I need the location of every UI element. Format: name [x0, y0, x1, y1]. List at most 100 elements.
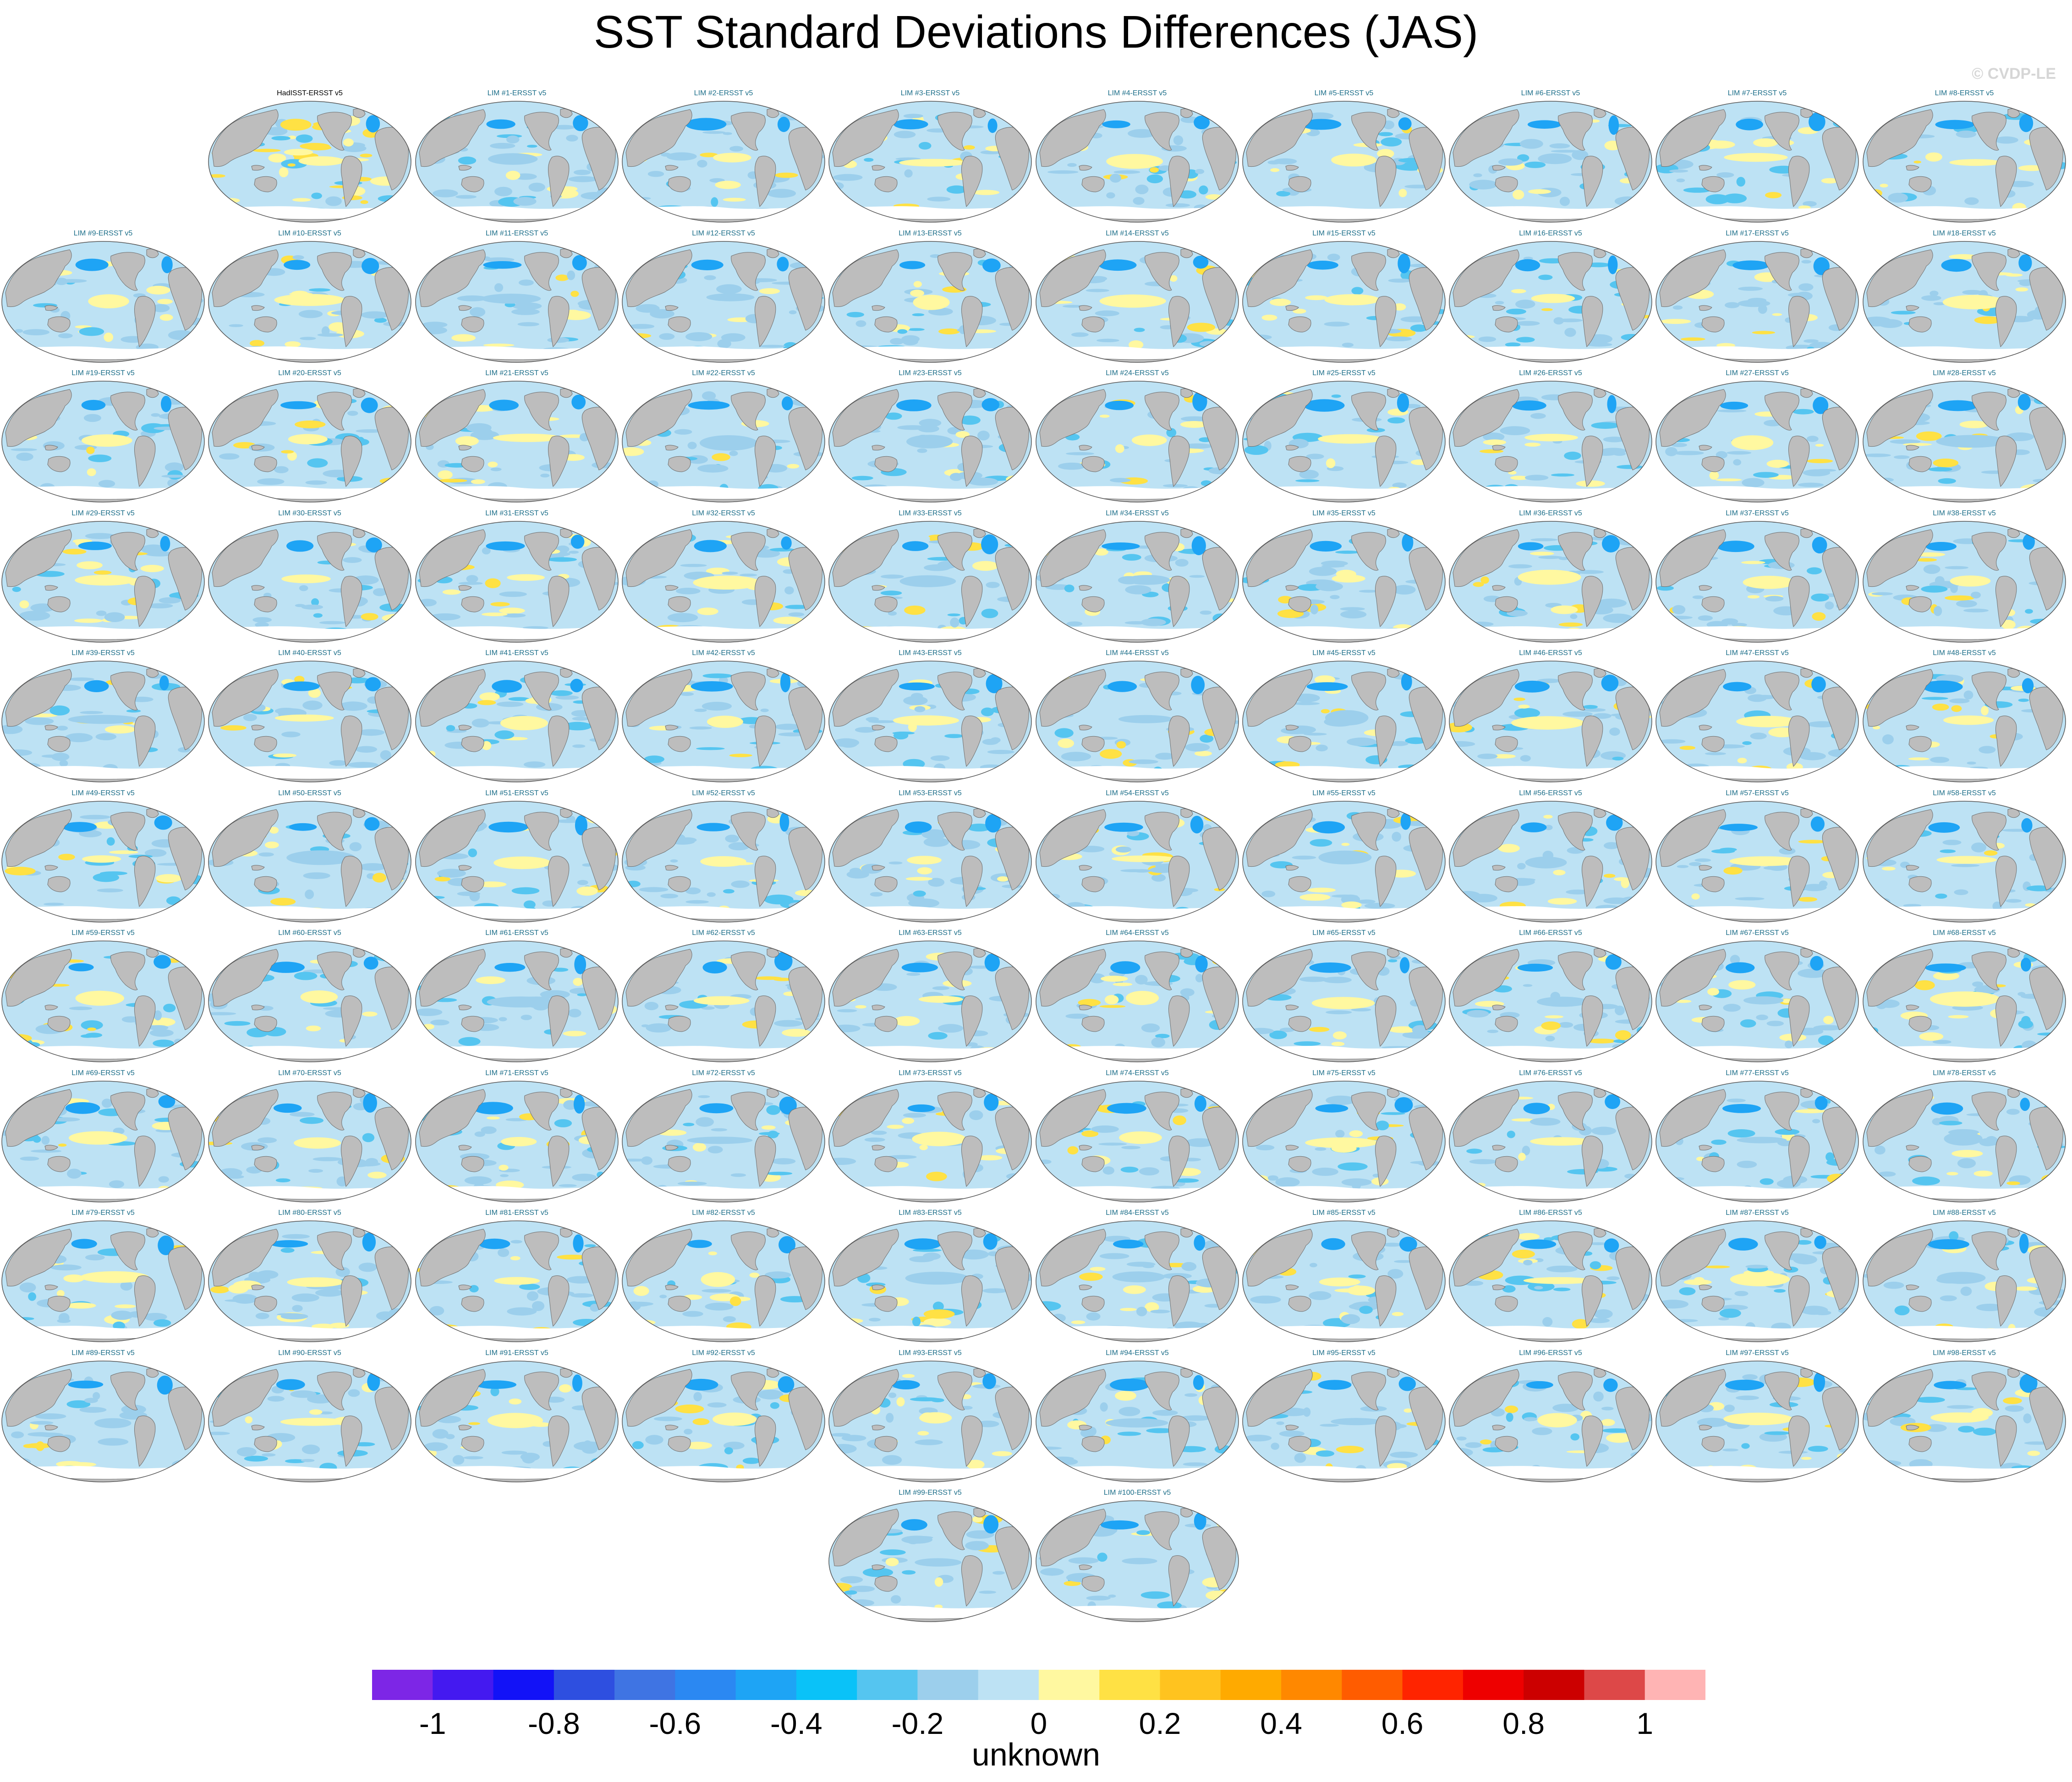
anomaly-patch [208, 174, 225, 178]
land-mass [665, 1005, 679, 1011]
anomaly-patch [1120, 1308, 1137, 1311]
anomaly-patch [581, 192, 610, 200]
equatorial-anomaly [493, 433, 563, 442]
panel-label: LIM #39-ERSST v5 [71, 649, 135, 657]
land-mass [212, 1369, 279, 1427]
anomaly-patch [915, 1439, 943, 1445]
panel-label: LIM #9-ERSST v5 [73, 230, 133, 237]
land-mass [548, 856, 570, 907]
panel-label: LIM #79-ERSST v5 [71, 1209, 135, 1217]
map-panel: LIM #57-ERSST v5 [1655, 789, 1859, 929]
panel-label: LIM #95-ERSST v5 [1312, 1349, 1376, 1357]
anomaly-patch [2025, 609, 2033, 614]
land-mass [254, 1016, 277, 1032]
anomaly-patch [1094, 548, 1108, 556]
anomaly-patch [1392, 585, 1416, 595]
anomaly-patch [1564, 328, 1576, 337]
land-mass [668, 176, 691, 192]
panel-label: LIM #48-ERSST v5 [1933, 649, 1996, 657]
anomaly-patch [798, 344, 825, 348]
anomaly-patch [837, 1009, 857, 1012]
north-atlantic-anomaly [571, 394, 586, 410]
anomaly-patch [1012, 1038, 1025, 1048]
land-mass [668, 736, 691, 752]
anomaly-patch [1545, 1015, 1563, 1018]
sea-ice-mask [622, 906, 825, 922]
anomaly-patch [1949, 254, 1979, 259]
global-map [1242, 661, 1446, 782]
anomaly-patch [1951, 705, 1962, 712]
anomaly-patch [421, 339, 429, 343]
anomaly-patch [109, 1180, 125, 1188]
anomaly-patch [301, 604, 323, 610]
anomaly-patch [5, 396, 17, 400]
anomaly-patch [268, 153, 286, 163]
north-pacific-anomaly [694, 540, 727, 552]
anomaly-patch [1357, 899, 1376, 904]
land-mass [1995, 436, 2017, 487]
anomaly-patch [795, 890, 817, 896]
anomaly-patch [153, 1039, 175, 1047]
anomaly-patch [97, 888, 123, 892]
land-mass [1246, 669, 1313, 727]
anomaly-patch [1945, 566, 1968, 569]
land-mass [937, 112, 972, 151]
anomaly-patch [223, 198, 240, 203]
anomaly-patch [1730, 955, 1740, 964]
anomaly-patch [416, 1465, 435, 1471]
anomaly-patch [1244, 121, 1263, 126]
anomaly-patch [1294, 1041, 1321, 1046]
anomaly-patch [1316, 744, 1328, 752]
anomaly-patch [523, 761, 546, 768]
sea-ice-mask [622, 765, 825, 782]
global-map [1036, 521, 1239, 643]
anomaly-patch [1139, 1167, 1159, 1175]
land-mass [1765, 812, 1799, 851]
equatorial-anomaly [1524, 434, 1578, 442]
sea-ice-mask [1036, 906, 1239, 922]
anomaly-patch [1750, 732, 1767, 740]
land-mass [1582, 995, 1603, 1047]
equatorial-anomaly [1118, 715, 1173, 723]
land-mass [212, 1089, 279, 1147]
north-atlantic-anomaly [1399, 1236, 1417, 1252]
north-pacific-anomaly [1736, 119, 1763, 131]
anomaly-patch [632, 1441, 644, 1449]
anomaly-patch [1940, 849, 1956, 853]
anomaly-patch [96, 610, 107, 616]
anomaly-patch [1089, 276, 1107, 282]
map-panel: LIM #34-ERSST v5 [1035, 509, 1239, 649]
anomaly-patch [1420, 257, 1445, 264]
land-mass [832, 109, 899, 167]
sea-ice-mask [1036, 206, 1239, 222]
north-pacific-anomaly [907, 1104, 935, 1112]
anomaly-patch [430, 1019, 449, 1026]
anomaly-patch [185, 1323, 203, 1327]
sea-ice-mask [416, 1325, 618, 1342]
north-atlantic-anomaly [2021, 957, 2031, 972]
anomaly-patch [1637, 1026, 1650, 1035]
anomaly-patch [528, 182, 545, 192]
anomaly-patch [183, 1465, 193, 1470]
sea-ice-mask [1449, 206, 1652, 222]
anomaly-patch [1002, 1466, 1025, 1475]
north-pacific-anomaly [1527, 120, 1562, 129]
anomaly-patch [1801, 260, 1811, 264]
anomaly-patch [1951, 864, 1980, 867]
anomaly-patch [907, 328, 925, 331]
anomaly-patch [1382, 1242, 1403, 1247]
north-pacific-anomaly [486, 541, 525, 551]
anomaly-patch [280, 1247, 295, 1253]
anomaly-patch [1487, 1029, 1498, 1033]
land-mass [668, 1296, 691, 1312]
land-mass [961, 156, 983, 207]
anomaly-patch [1152, 1410, 1178, 1416]
anomaly-patch [466, 575, 478, 583]
anomaly-patch [347, 410, 358, 416]
equatorial-anomaly [507, 574, 545, 581]
anomaly-patch [1136, 1306, 1147, 1317]
anomaly-patch [982, 1288, 1007, 1294]
anomaly-patch [987, 749, 1014, 754]
global-map [208, 521, 411, 643]
anomaly-patch [1723, 193, 1747, 203]
